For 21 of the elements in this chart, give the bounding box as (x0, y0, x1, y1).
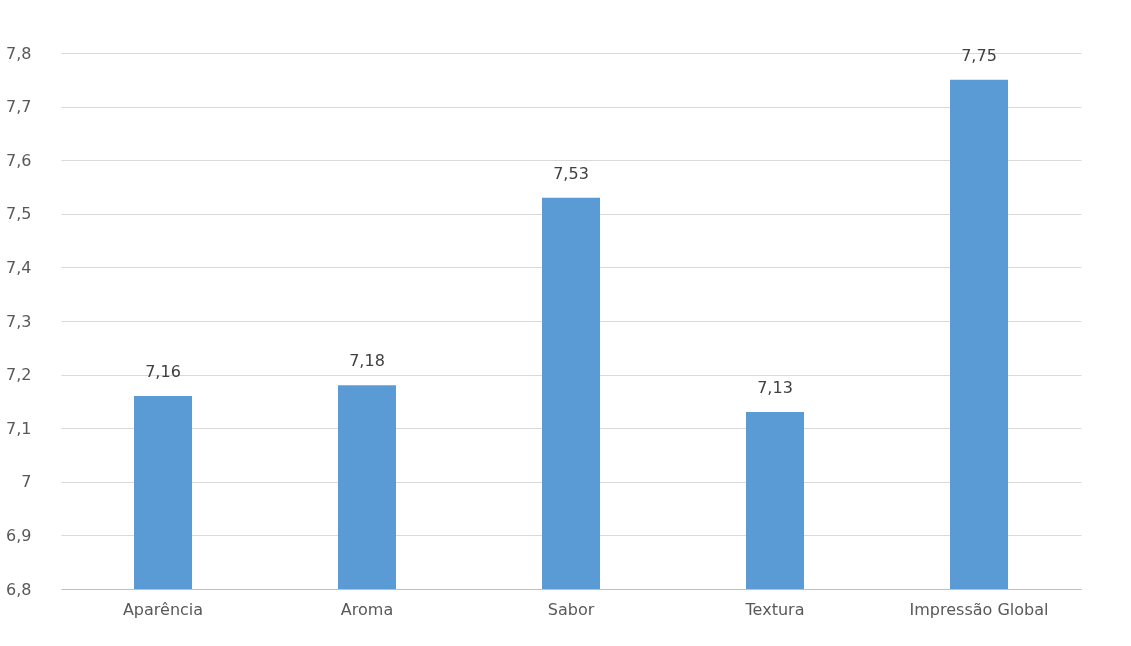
data-label: 7,18 (349, 351, 385, 371)
x-tick-label: Aparência (122, 599, 204, 619)
data-label: 7,75 (961, 45, 997, 65)
y-tick-label: 7,3 (6, 311, 32, 331)
x-tick-label: Impressão Global (909, 599, 1049, 619)
y-tick-label: 7,2 (6, 365, 32, 385)
y-tick-label: 7,1 (6, 418, 32, 438)
y-tick-label: 6,9 (6, 525, 32, 545)
y-tick-label: 7,6 (6, 150, 32, 170)
y-tick-label: 7 (21, 472, 32, 492)
y-tick-label: 7,4 (6, 257, 32, 277)
data-label: 7,16 (145, 362, 181, 382)
y-tick-label: 7,8 (6, 43, 32, 63)
y-tick-label: 6,8 (6, 579, 32, 599)
data-label: 7,13 (757, 378, 793, 398)
x-tick-label: Aroma (340, 599, 394, 619)
y-tick-label: 7,7 (6, 97, 32, 117)
x-tick-label: Sabor (547, 599, 595, 619)
y-tick-label: 7,5 (6, 204, 32, 224)
x-tick-label: Textura (744, 599, 805, 619)
data-label: 7,53 (553, 163, 589, 183)
